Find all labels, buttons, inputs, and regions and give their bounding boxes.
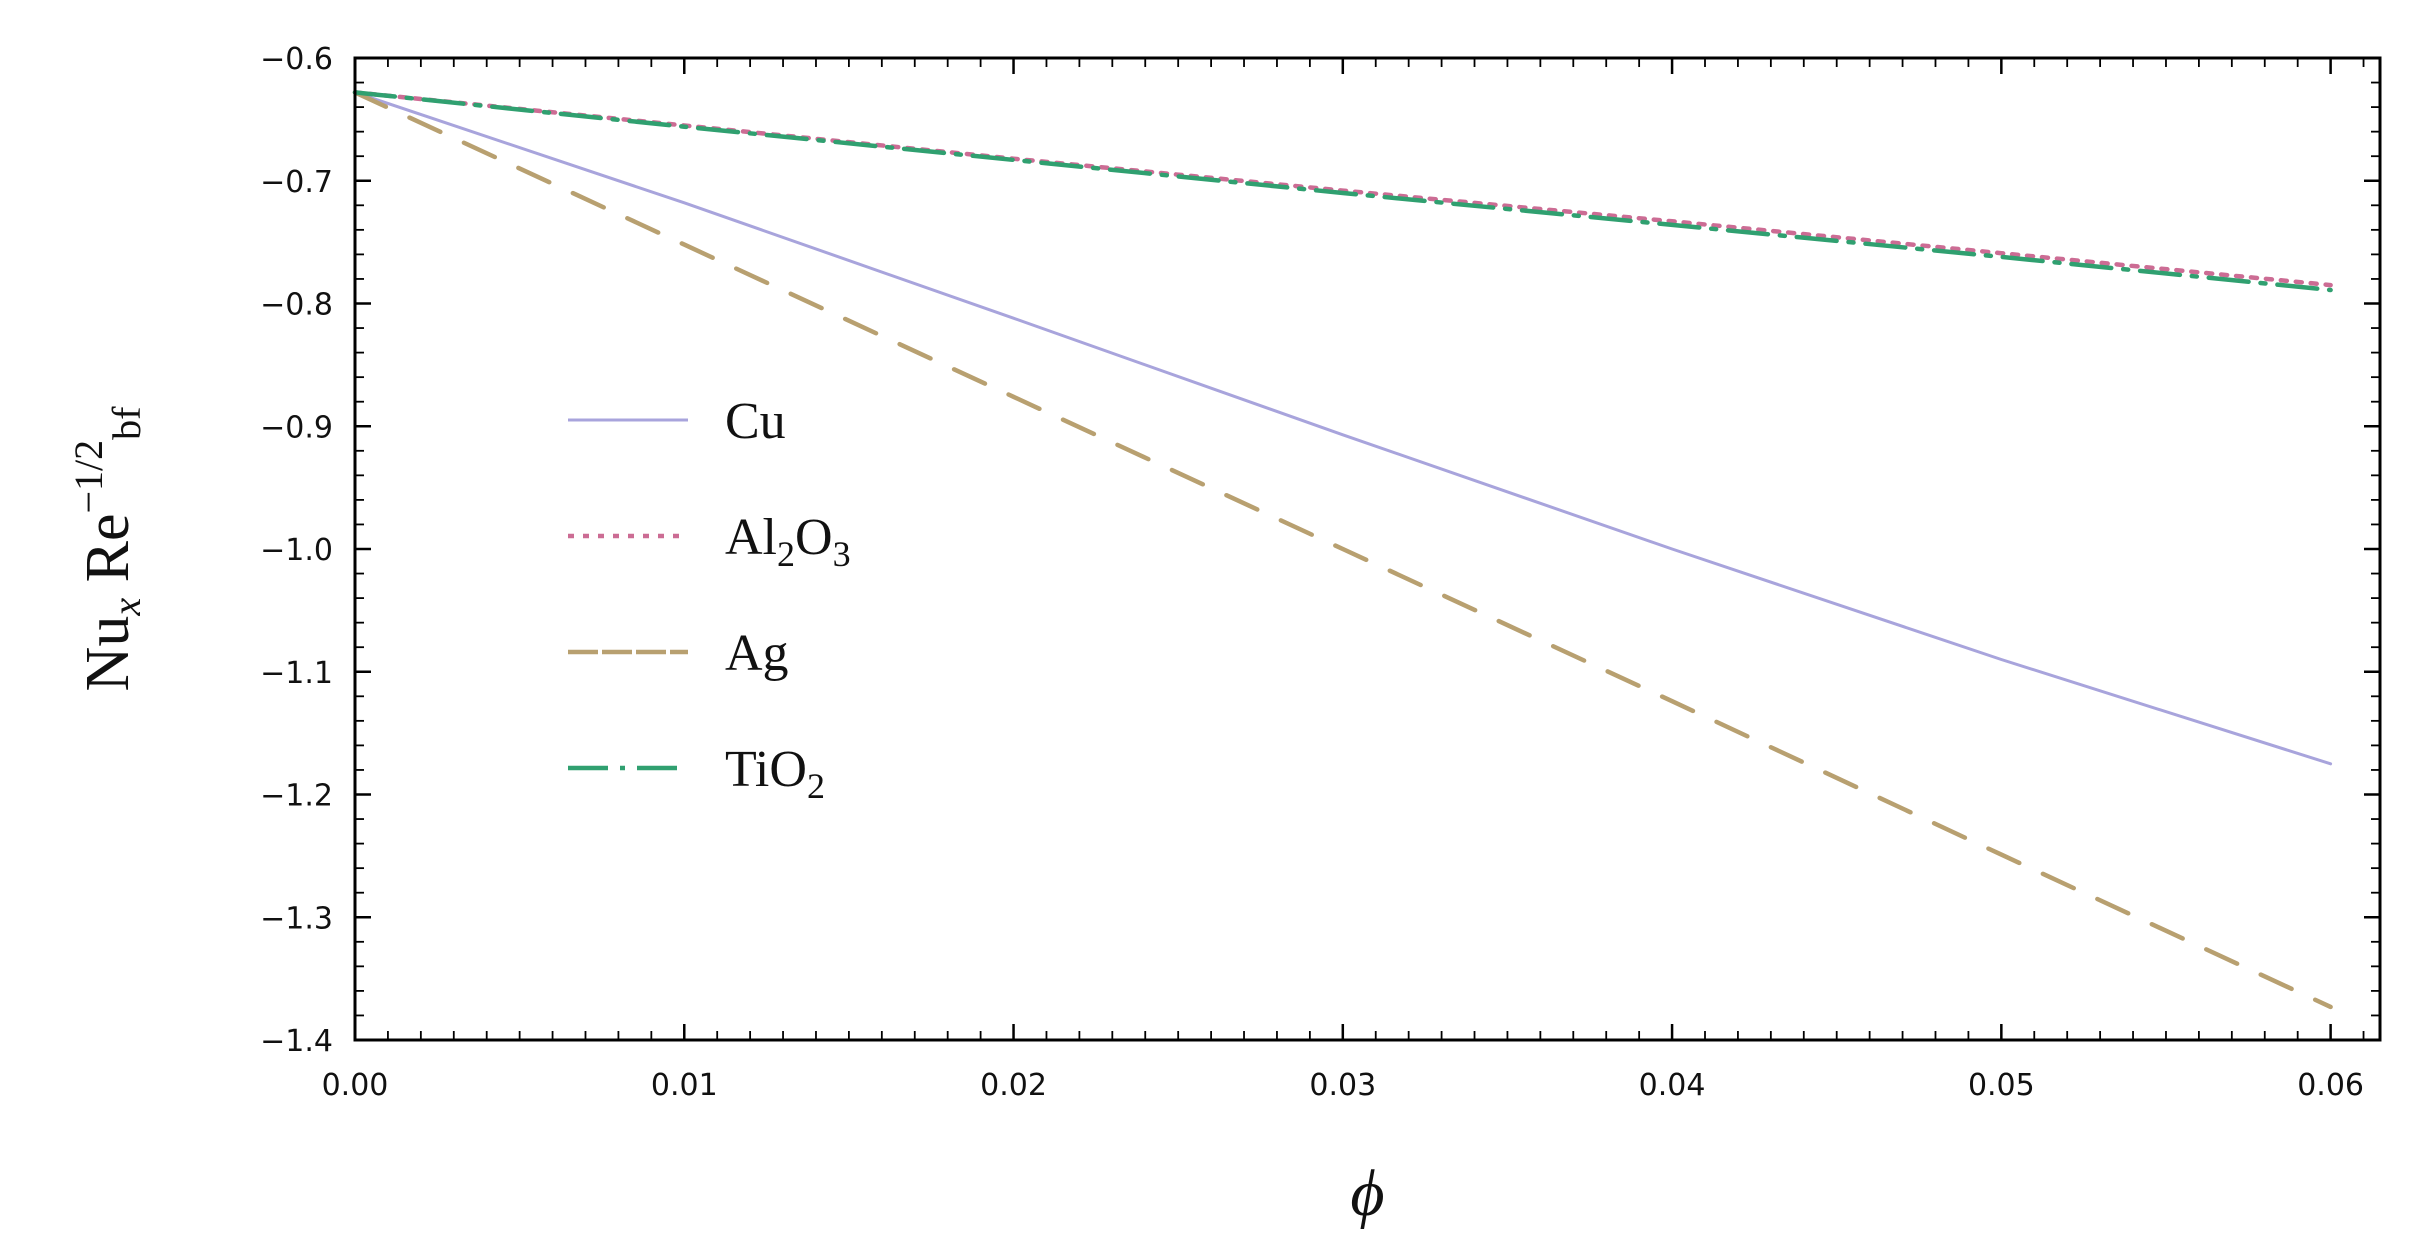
- series-line-ag: [352, 90, 2333, 1010]
- y-axis-title-tail: bf: [104, 406, 149, 440]
- y-axis-title-sup: −1/2: [66, 440, 111, 514]
- y-tick-label: −1.3: [260, 901, 333, 936]
- y-tick-label: −1.1: [260, 656, 333, 691]
- series-line-tio2: [352, 90, 2333, 293]
- x-tick-label: 0.03: [1309, 1068, 1376, 1103]
- y-tick-label: −1.0: [260, 533, 333, 568]
- x-tick-label: 0.06: [2297, 1068, 2364, 1103]
- legend: Cu Al2O3 Ag TiO2: [568, 393, 851, 806]
- x-tick-label: 0.04: [1639, 1068, 1706, 1103]
- y-tick-label: −0.6: [260, 42, 333, 77]
- legend-label-tio2: TiO2: [725, 741, 825, 806]
- x-axis-title: ϕ: [1350, 1157, 1384, 1230]
- series-layer: [352, 90, 2333, 1010]
- x-tick-label: 0.00: [322, 1068, 389, 1103]
- y-axis-title-sub: x: [104, 598, 149, 617]
- x-tick-label: 0.02: [980, 1068, 1047, 1103]
- y-tick-label: −1.2: [260, 779, 333, 814]
- y-tick-label: −0.7: [260, 165, 333, 200]
- legend-label-al2o3: Al2O3: [725, 509, 851, 574]
- y-tick-label: −1.4: [260, 1024, 333, 1059]
- y-tick-label: −0.8: [260, 288, 333, 323]
- ticks-layer: 0.00 0.01 0.02 0.03 0.04 0.05 0.06 −0.6 −0.7 −0.8…: [260, 42, 2380, 1103]
- series-line-cu: [353, 90, 2333, 766]
- axis-titles: ϕ Nux Re−1/2bf: [66, 406, 1385, 1230]
- y-tick-label: −0.9: [260, 410, 333, 445]
- legend-label-ag: Ag: [725, 625, 789, 682]
- x-tick-label: 0.05: [1968, 1068, 2035, 1103]
- plot-frame: [353, 56, 2382, 1042]
- x-tick-label: 0.01: [651, 1068, 718, 1103]
- y-axis-title: Nux Re−1/2bf: [66, 406, 149, 692]
- y-axis-title-main: Nu: [74, 616, 142, 692]
- y-axis-title-mid: Re: [74, 514, 142, 598]
- legend-label-cu: Cu: [725, 393, 786, 450]
